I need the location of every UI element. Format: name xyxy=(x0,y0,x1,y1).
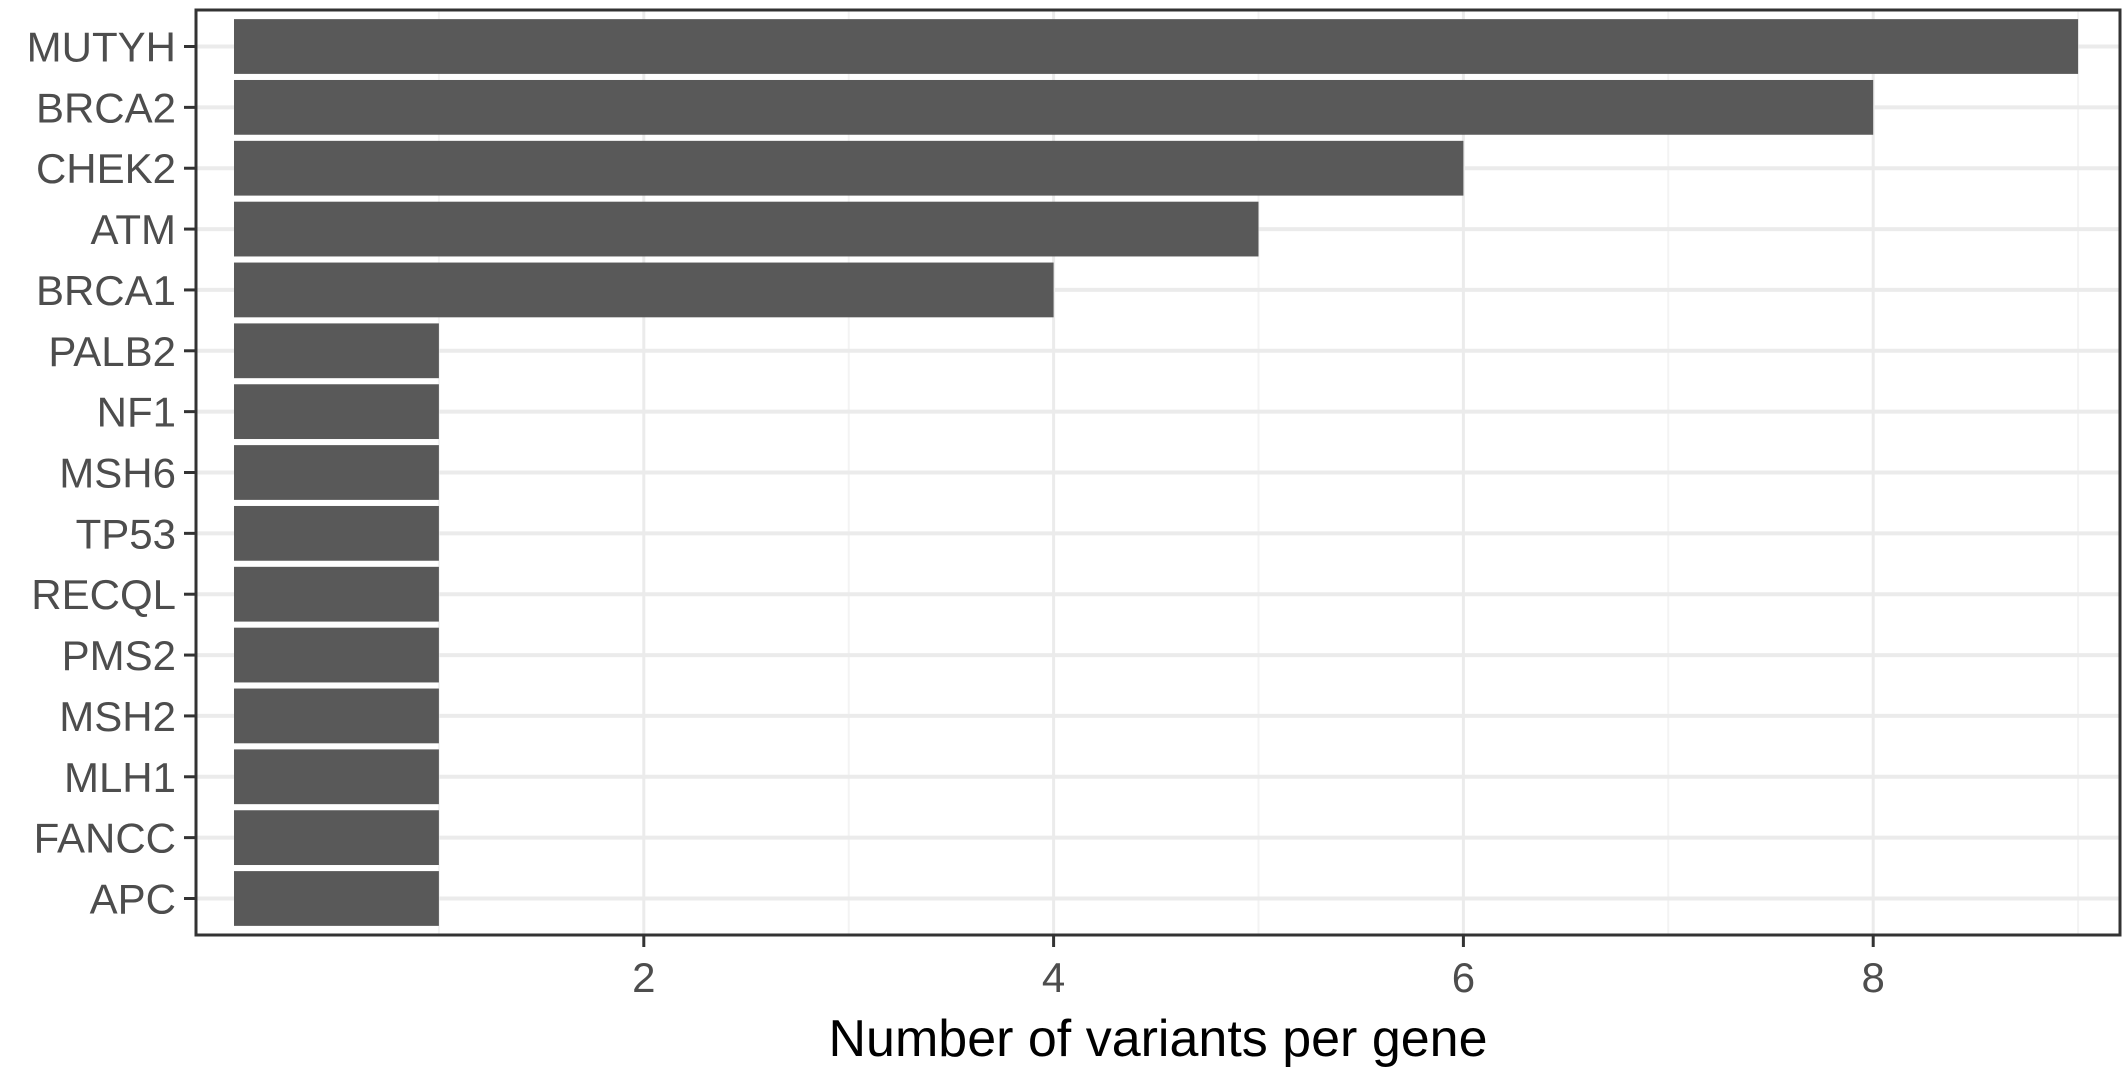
x-tick-label: 6 xyxy=(1452,954,1475,1001)
bar-palb2 xyxy=(234,323,439,379)
bar-mutyh xyxy=(234,19,2079,74)
y-tick-label: MSH6 xyxy=(59,450,176,497)
bar-apc xyxy=(234,871,439,926)
y-tick-label: ATM xyxy=(90,206,176,253)
y-tick-label: MUTYH xyxy=(27,24,176,71)
y-axis: MUTYH BRCA2 CHEK2 ATM BRCA1 PALB2 NF1 MSH6 TP53 R… xyxy=(27,24,196,922)
y-tick-label: PMS2 xyxy=(62,632,176,679)
bar-chek2 xyxy=(234,140,1464,196)
bar-msh6 xyxy=(234,445,439,500)
x-axis: 2 4 6 8 xyxy=(632,935,1885,1001)
y-tick-label: TP53 xyxy=(76,510,176,557)
bar-nf1 xyxy=(234,384,439,440)
y-tick-label: MLH1 xyxy=(64,754,176,801)
bar-atm xyxy=(234,201,1259,257)
y-tick-label: APC xyxy=(90,875,176,922)
bar-msh2 xyxy=(234,688,439,744)
y-tick-label: PALB2 xyxy=(48,328,176,375)
bar-recql xyxy=(234,566,439,622)
y-tick-label: NF1 xyxy=(97,389,176,436)
bar-fancc xyxy=(234,810,439,866)
bar-mlh1 xyxy=(234,749,439,805)
bars xyxy=(234,19,2079,926)
bar-brca2 xyxy=(234,79,1874,135)
y-tick-label: CHEK2 xyxy=(36,145,176,192)
y-tick-label: BRCA1 xyxy=(36,267,176,314)
y-tick-label: FANCC xyxy=(34,815,176,862)
bar-tp53 xyxy=(234,505,439,561)
x-tick-label: 2 xyxy=(632,954,655,1001)
bar-brca1 xyxy=(234,262,1054,318)
y-tick-label: RECQL xyxy=(31,571,176,618)
x-tick-label: 8 xyxy=(1862,954,1885,1001)
y-tick-label: MSH2 xyxy=(59,693,176,740)
y-tick-label: BRCA2 xyxy=(36,84,176,131)
x-axis-title: Number of variants per gene xyxy=(828,1010,1487,1068)
x-tick-label: 4 xyxy=(1042,954,1065,1001)
bar-pms2 xyxy=(234,627,439,683)
